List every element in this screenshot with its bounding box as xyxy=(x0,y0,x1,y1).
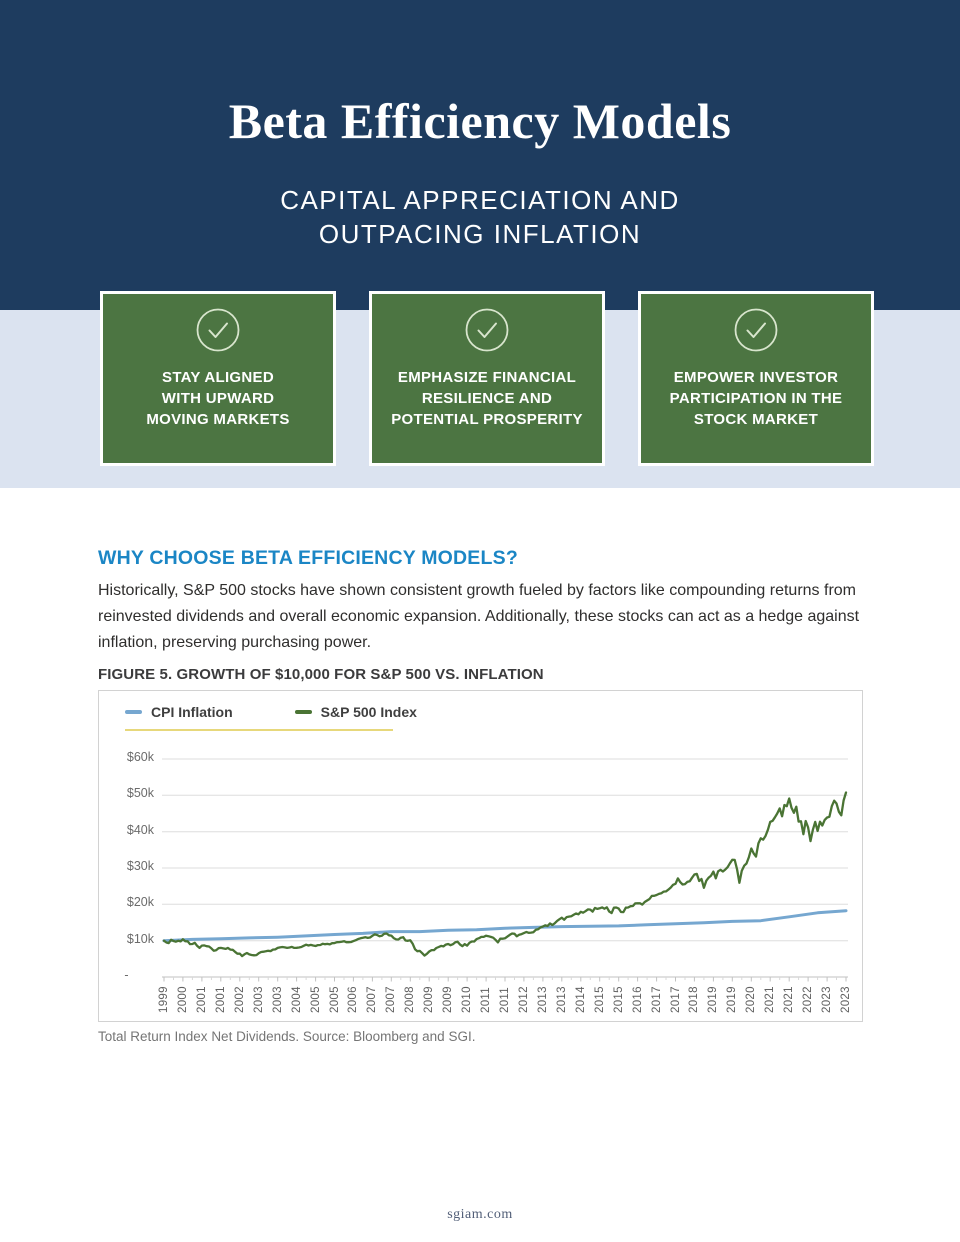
x-tick-label: 2023 xyxy=(821,986,834,1013)
x-tick-label: 2009 xyxy=(423,986,436,1013)
y-tick-label: $40k xyxy=(126,822,154,837)
x-tick-label: 2021 xyxy=(764,986,777,1013)
legend-label-cpi: CPI Inflation xyxy=(151,704,233,720)
benefit-label: STAY ALIGNED WITH UPWARD MOVING MARKETS xyxy=(146,369,290,428)
x-tick-label: 2017 xyxy=(650,986,663,1013)
x-tick-label: 2015 xyxy=(612,986,625,1013)
x-tick-label: 2011 xyxy=(480,987,493,1013)
check-circle-icon xyxy=(195,307,241,358)
x-tick-label: 2022 xyxy=(802,986,815,1013)
x-tick-label: 2014 xyxy=(574,986,587,1013)
legend-label-sp500: S&P 500 Index xyxy=(320,704,417,720)
legend-swatch-cpi xyxy=(125,710,142,714)
x-tick-label: 2013 xyxy=(555,986,568,1013)
y-tick-label: $20k xyxy=(126,895,154,910)
y-tick-label: $60k xyxy=(126,750,154,764)
x-tick-label: 2007 xyxy=(366,986,379,1013)
x-tick-label: 2001 xyxy=(214,986,227,1013)
check-circle-icon xyxy=(464,307,510,358)
y-tick-label: $10k xyxy=(126,931,154,946)
x-tick-label: 1999 xyxy=(158,986,170,1013)
x-tick-label: 2007 xyxy=(385,986,398,1013)
x-tick-label: 2010 xyxy=(461,986,474,1013)
section-heading: WHY CHOOSE BETA EFFICIENCY MODELS? xyxy=(98,547,518,569)
x-tick-label: 2017 xyxy=(669,986,682,1013)
x-tick-label: 2019 xyxy=(707,986,720,1013)
x-tick-label: 2018 xyxy=(688,986,701,1013)
x-tick-label: 2005 xyxy=(309,986,322,1013)
x-tick-label: 2016 xyxy=(631,986,644,1013)
y-tick-label: $30k xyxy=(126,859,154,873)
x-tick-label: 2005 xyxy=(328,986,341,1013)
chart-legend: CPI Inflation S&P 500 Index xyxy=(125,704,417,720)
x-tick-label: 2009 xyxy=(442,986,455,1013)
legend-item-sp500: S&P 500 Index xyxy=(294,704,417,720)
page-title: Beta Efficiency Models xyxy=(228,93,732,149)
benefit-card-participation: EMPOWER INVESTOR PARTICIPATION IN THE ST… xyxy=(638,291,874,466)
x-tick-label: 2019 xyxy=(726,986,739,1013)
hero-subtitle: CAPITAL APPRECIATION AND OUTPACING INFLA… xyxy=(280,185,680,249)
x-tick-label: 2000 xyxy=(176,986,189,1013)
chart-plot xyxy=(162,758,848,982)
figure-title: FIGURE 5. GROWTH OF $10,000 FOR S&P 500 … xyxy=(98,666,544,683)
x-tick-label: 2004 xyxy=(290,986,303,1013)
x-tick-label: 2006 xyxy=(347,986,360,1013)
x-tick-label: 2021 xyxy=(783,986,796,1013)
x-tick-label: 2023 xyxy=(840,986,852,1013)
chart-source-note: Total Return Index Net Dividends. Source… xyxy=(98,1029,476,1044)
x-tick-label: 2013 xyxy=(536,986,549,1013)
y-tick-label: - xyxy=(124,968,129,982)
x-tick-label: 2020 xyxy=(745,986,758,1013)
intro-paragraph: Historically, S&P 500 stocks have shown … xyxy=(98,582,860,651)
x-tick-label: 2012 xyxy=(517,986,530,1013)
legend-item-cpi: CPI Inflation xyxy=(125,704,233,720)
chart-card: CPI Inflation S&P 500 Index $60k $50k $40k… xyxy=(98,690,863,1022)
x-tick-label: 2003 xyxy=(252,986,265,1013)
x-tick-label: 2011 xyxy=(499,987,511,1013)
x-tick-label: 2008 xyxy=(404,986,417,1013)
hero-header: Beta Efficiency Models CAPITAL APPRECIAT… xyxy=(0,0,960,310)
benefit-card-markets: STAY ALIGNED WITH UPWARD MOVING MARKETS xyxy=(100,291,336,466)
benefit-label: EMPHASIZE FINANCIAL RESILIENCE AND POTEN… xyxy=(391,369,583,428)
y-tick-label: $50k xyxy=(126,786,154,801)
x-tick-label: 2015 xyxy=(593,986,606,1013)
benefit-card-resilience: EMPHASIZE FINANCIAL RESILIENCE AND POTEN… xyxy=(369,291,605,466)
x-tick-label: 2003 xyxy=(271,986,284,1013)
x-tick-label: 2002 xyxy=(233,986,246,1013)
footer-website: sgiam.com xyxy=(447,1207,513,1222)
check-circle-icon xyxy=(733,307,779,358)
legend-swatch-sp500 xyxy=(294,710,312,714)
legend-underline-rule xyxy=(125,729,393,731)
x-tick-label: 2001 xyxy=(195,986,208,1013)
benefit-label: EMPOWER INVESTOR PARTICIPATION IN THE ST… xyxy=(669,369,843,428)
